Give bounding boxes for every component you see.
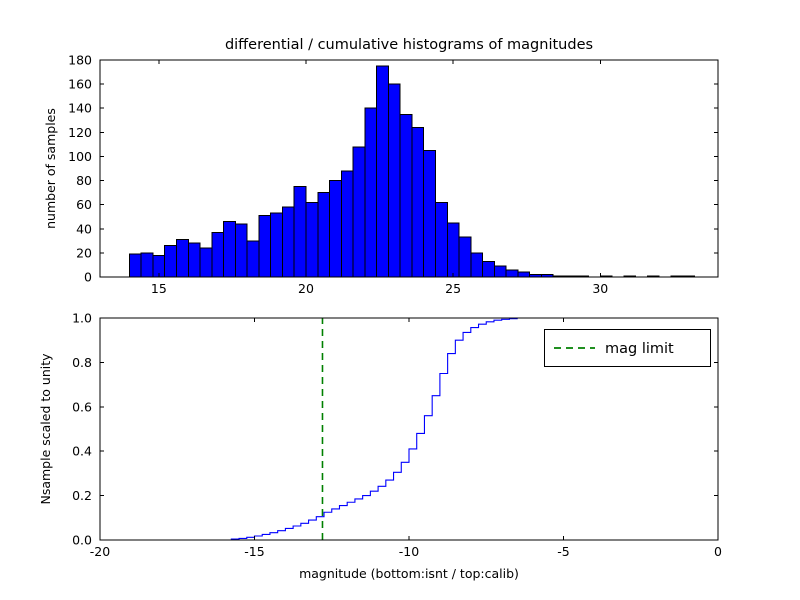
top-ylabel: number of samples (43, 108, 58, 229)
histogram-bar (399, 113, 413, 278)
histogram-bar (352, 146, 366, 278)
x-tick-label: -5 (557, 544, 569, 559)
y-tick-label: 60 (76, 197, 92, 212)
histogram-bar (246, 240, 260, 278)
x-tick-label: 25 (445, 281, 461, 296)
x-tick-label: 15 (151, 281, 167, 296)
y-tick-label: 140 (68, 101, 92, 116)
y-tick-label: 80 (76, 173, 92, 188)
axes-spines (99, 59, 719, 278)
cumulative-step-line (230, 317, 718, 540)
histogram-bar (199, 247, 213, 278)
histogram-bar (423, 149, 436, 278)
x-tick-label: 20 (298, 281, 314, 296)
histogram-bar (187, 242, 201, 278)
y-tick-label: 160 (68, 77, 92, 92)
histogram-bar (376, 65, 389, 278)
y-tick-label: 0.2 (72, 488, 92, 503)
y-tick-label: 180 (68, 53, 92, 68)
histogram-bar (387, 83, 401, 278)
histogram-bar (305, 201, 319, 278)
plot-layers: 15 20 25 30 0 20 40 60 80 100 120 140 160 180 -20 -15 -1… (68, 53, 722, 560)
figure-title: differential / cumulative histograms of … (225, 37, 593, 53)
y-tick-label: 40 (76, 221, 92, 236)
histogram-bar (140, 252, 154, 278)
histogram-bar (223, 221, 236, 278)
histogram-bar (505, 269, 519, 278)
y-tick-label: 100 (68, 149, 92, 164)
histogram-bar (128, 253, 142, 278)
histogram-bar (458, 236, 472, 278)
xlabel: magnitude (bottom:isnt / top:calib) (299, 566, 519, 581)
legend-label: mag limit (605, 341, 674, 357)
y-tick-label: 0 (84, 270, 92, 285)
histogram-bar (329, 180, 342, 278)
histogram-bar (270, 212, 283, 278)
x-tick-label: -10 (399, 544, 419, 559)
histogram-bar (517, 271, 531, 278)
histogram-bar (434, 201, 448, 278)
histogram-bar (493, 265, 507, 278)
histogram-bar (470, 252, 484, 278)
y-tick-label: 0.8 (72, 355, 92, 370)
y-tick-label: 0.0 (72, 533, 92, 548)
y-tick-label: 0.4 (72, 444, 92, 459)
x-tick-label: 0 (714, 544, 722, 559)
histogram-bar (364, 107, 378, 278)
histogram-bar (446, 222, 460, 278)
histogram-bar (411, 127, 425, 278)
x-tick-label: -20 (90, 544, 110, 559)
histogram-bar (234, 223, 248, 278)
histogram-bar (482, 260, 495, 278)
histogram-bar (211, 231, 225, 278)
y-tick-label: 120 (68, 125, 92, 140)
y-tick-label: 1.0 (72, 311, 92, 326)
histogram-bar (258, 215, 272, 278)
x-tick-label: -15 (244, 544, 264, 559)
axes-top: 15 20 25 30 0 20 40 60 80 100 120 140 160 180 (68, 53, 719, 296)
histogram-bar (176, 239, 189, 278)
histogram-bar (281, 206, 295, 278)
histogram-bar (317, 192, 331, 278)
axes-bottom: -20 -15 -10 -5 0 0.0 0.2 0.4 0.6 0.8 1.0 (72, 311, 722, 560)
bottom-ylabel: Nsample scaled to unity (38, 353, 53, 505)
histogram-bar (340, 170, 354, 278)
histogram-bars (128, 65, 695, 278)
histogram-bar (164, 245, 178, 278)
y-tick-label: 20 (76, 245, 92, 260)
histogram-bar (293, 186, 307, 278)
y-tick-label: 0.6 (72, 399, 92, 414)
x-tick-label: 30 (592, 281, 608, 296)
legend: mag limit (544, 329, 711, 367)
